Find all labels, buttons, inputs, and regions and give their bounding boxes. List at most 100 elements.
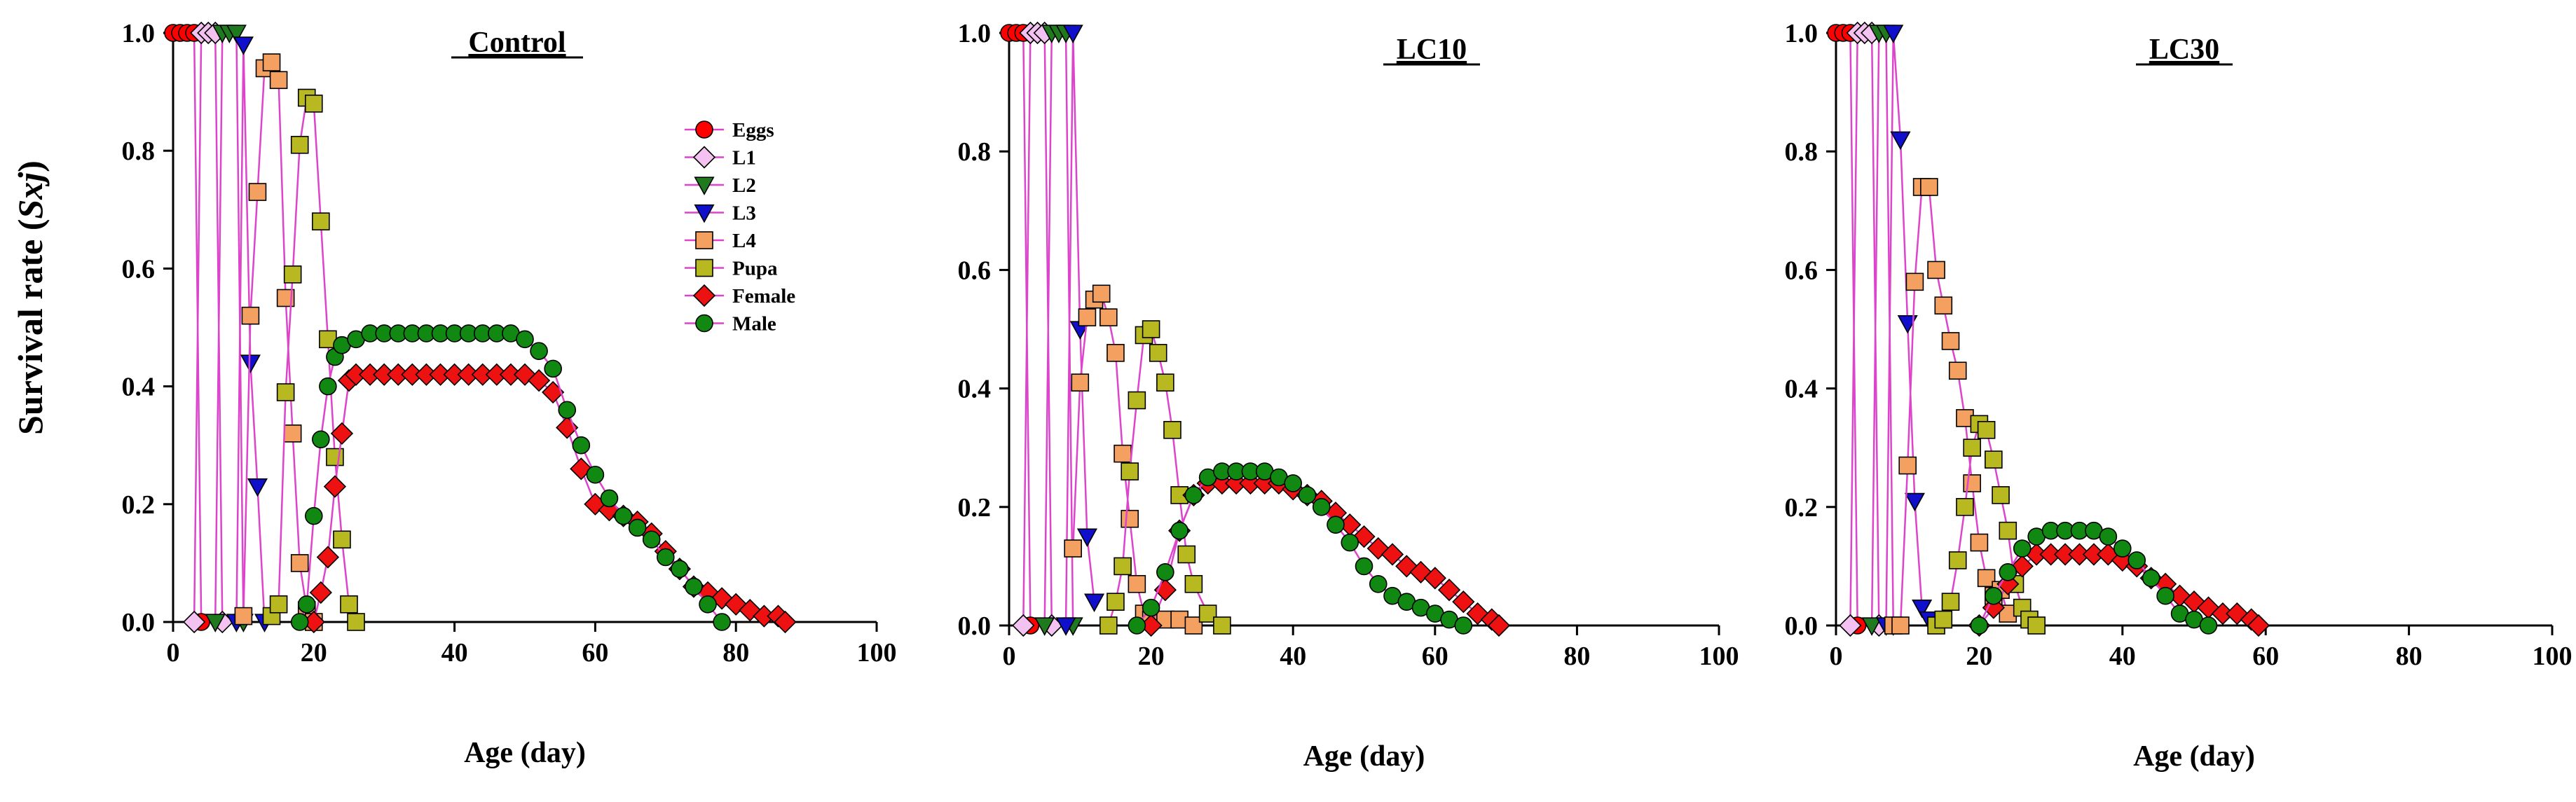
data-point bbox=[1891, 616, 1910, 635]
data-point bbox=[586, 465, 605, 484]
x-tick-label: 20 bbox=[1138, 642, 1165, 671]
series-l4 bbox=[234, 53, 323, 631]
data-point bbox=[1076, 528, 1097, 547]
legend-marker bbox=[692, 284, 716, 307]
x-tick-label: 80 bbox=[2396, 642, 2423, 671]
x-tick-label: 80 bbox=[722, 638, 749, 668]
data-point bbox=[600, 489, 619, 508]
data-point bbox=[333, 530, 351, 549]
data-point bbox=[699, 595, 717, 614]
data-point bbox=[1055, 617, 1076, 636]
series-l3 bbox=[1055, 25, 1105, 636]
data-point bbox=[1992, 486, 2010, 504]
data-point bbox=[1452, 590, 1475, 614]
data-point bbox=[1898, 456, 1917, 475]
x-tick-label: 100 bbox=[1699, 642, 1739, 671]
x-axis-label: Age (day) bbox=[1303, 740, 1425, 773]
data-point bbox=[1355, 557, 1373, 576]
data-point bbox=[1905, 272, 1924, 291]
data-point bbox=[1948, 361, 1967, 380]
data-point bbox=[323, 475, 347, 498]
data-point bbox=[205, 614, 226, 632]
data-point bbox=[1213, 616, 1231, 635]
data-point bbox=[1977, 421, 1996, 439]
y-tick-label: 0.6 bbox=[122, 254, 156, 284]
data-point bbox=[1284, 474, 1302, 492]
data-point bbox=[1099, 308, 1118, 326]
data-point bbox=[642, 530, 661, 549]
x-tick-label: 100 bbox=[2533, 642, 2572, 671]
y-tick-label: 0.6 bbox=[958, 256, 992, 285]
data-point bbox=[558, 401, 577, 420]
data-point bbox=[226, 25, 247, 43]
legend-label: Male bbox=[732, 313, 776, 336]
data-point bbox=[656, 548, 675, 567]
legend-marker bbox=[695, 231, 713, 249]
legend-label: L2 bbox=[732, 174, 756, 197]
data-point bbox=[1071, 373, 1090, 392]
data-point bbox=[290, 554, 309, 572]
legend-label: L3 bbox=[732, 202, 756, 225]
legend-marker bbox=[694, 177, 715, 195]
data-point bbox=[1927, 261, 1945, 279]
data-point bbox=[276, 383, 295, 401]
legend-marker bbox=[694, 204, 715, 223]
data-point bbox=[2010, 555, 2034, 578]
data-point bbox=[283, 265, 302, 284]
data-point bbox=[1092, 284, 1111, 303]
data-point bbox=[1099, 616, 1118, 635]
data-point bbox=[233, 36, 254, 55]
x-tick-label: 60 bbox=[582, 638, 608, 668]
legend: Eggs L1 L2 L3 L4 Pupa Female Male bbox=[685, 119, 795, 336]
legend-entry: Female bbox=[685, 284, 795, 307]
data-point bbox=[240, 354, 261, 373]
series-eggs bbox=[1827, 24, 1867, 635]
data-point bbox=[1114, 557, 1132, 576]
data-point bbox=[1170, 521, 1188, 540]
legend-label: Eggs bbox=[732, 119, 774, 141]
series-male bbox=[290, 324, 731, 631]
data-point bbox=[1107, 344, 1125, 362]
data-point bbox=[248, 183, 267, 201]
y-tick-label: 0.6 bbox=[1785, 256, 1818, 285]
series-line bbox=[313, 373, 786, 623]
y-tick-label: 0.8 bbox=[958, 137, 992, 167]
chart-panel-lc30: 0 20 40 60 80 100 0.0 0.2 0.4 0.6 0.8 1.0 Age (day) L… bbox=[1785, 19, 2572, 773]
data-point bbox=[685, 577, 703, 596]
x-tick-label: 80 bbox=[1563, 642, 1590, 671]
data-point bbox=[1941, 332, 1960, 350]
data-point bbox=[1970, 533, 1989, 552]
data-point bbox=[1121, 462, 1139, 480]
series-eggs bbox=[1000, 24, 1040, 635]
series-male bbox=[1128, 462, 1473, 635]
data-point bbox=[1948, 551, 1967, 569]
data-point bbox=[1934, 610, 1953, 629]
series-l3 bbox=[1875, 25, 1940, 636]
data-point bbox=[1999, 563, 2017, 581]
y-tick-label: 0.8 bbox=[122, 137, 156, 166]
x-tick-label: 0 bbox=[1003, 642, 1016, 671]
data-point bbox=[1107, 593, 1125, 611]
data-point bbox=[1184, 486, 1203, 504]
series-l1 bbox=[1012, 21, 1063, 637]
legend-entry: Pupa bbox=[685, 258, 778, 280]
data-point bbox=[1941, 593, 1960, 611]
data-point bbox=[1156, 563, 1174, 581]
series-eggs bbox=[164, 24, 210, 631]
y-tick-label: 0.4 bbox=[958, 375, 992, 404]
chart-panel-control: 0 20 40 60 80 100 0.0 0.2 0.4 0.6 0.8 1.0 Age (day) C… bbox=[122, 19, 897, 769]
panel-title: LC10 bbox=[1397, 34, 1467, 66]
data-point bbox=[1963, 474, 1981, 492]
data-point bbox=[1084, 593, 1105, 613]
data-point bbox=[312, 430, 330, 449]
legend-marker bbox=[692, 146, 716, 169]
series-pupa bbox=[262, 88, 365, 631]
data-point bbox=[2099, 527, 2118, 546]
data-point bbox=[628, 518, 647, 537]
legend-entry: L4 bbox=[685, 230, 756, 252]
x-tick-label: 40 bbox=[1280, 642, 1306, 671]
legend-marker bbox=[695, 258, 713, 277]
data-point bbox=[1184, 574, 1203, 593]
x-tick-label: 0 bbox=[1830, 642, 1843, 671]
data-point bbox=[330, 422, 354, 445]
